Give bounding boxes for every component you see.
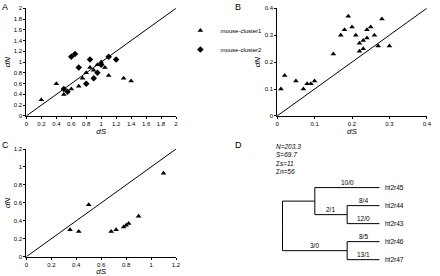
svg-text:ht2r47: ht2r47 bbox=[385, 256, 404, 263]
svg-text:A: A bbox=[2, 2, 8, 12]
svg-text:1: 1 bbox=[149, 262, 153, 268]
svg-text:0.3: 0.3 bbox=[265, 32, 274, 38]
svg-text:1.6: 1.6 bbox=[14, 27, 23, 33]
svg-text:0.4: 0.4 bbox=[14, 218, 23, 224]
svg-text:0.6: 0.6 bbox=[14, 81, 23, 87]
svg-text:0.2: 0.2 bbox=[37, 121, 46, 127]
svg-text:N=203.3S=69.7Σs=11Σn=56: N=203.3S=69.7Σs=11Σn=56 bbox=[275, 143, 301, 175]
svg-text:3/0: 3/0 bbox=[310, 242, 319, 249]
svg-text:13/1: 13/1 bbox=[357, 251, 370, 258]
svg-text:1.2: 1.2 bbox=[14, 48, 23, 54]
svg-text:0.6: 0.6 bbox=[14, 200, 23, 206]
svg-text:0.2: 0.2 bbox=[265, 59, 274, 65]
svg-text:0: 0 bbox=[19, 113, 23, 119]
svg-text:1.2: 1.2 bbox=[14, 146, 23, 152]
svg-text:0.2: 0.2 bbox=[348, 121, 357, 127]
svg-text:1.2: 1.2 bbox=[172, 262, 181, 268]
svg-text:1: 1 bbox=[100, 121, 104, 127]
svg-text:mouse-cluster1: mouse-cluster1 bbox=[220, 28, 262, 34]
svg-text:0.2: 0.2 bbox=[47, 262, 56, 268]
svg-text:0: 0 bbox=[276, 121, 280, 127]
svg-text:0: 0 bbox=[25, 262, 29, 268]
svg-text:0.2: 0.2 bbox=[14, 236, 23, 242]
svg-text:1.4: 1.4 bbox=[127, 121, 136, 127]
svg-text:0.8: 0.8 bbox=[82, 121, 91, 127]
svg-text:ht2r46: ht2r46 bbox=[385, 238, 404, 245]
svg-text:mouse-cluster2: mouse-cluster2 bbox=[220, 47, 262, 53]
svg-text:1.8: 1.8 bbox=[157, 121, 166, 127]
svg-text:ht2r45: ht2r45 bbox=[385, 184, 404, 191]
svg-text:1.4: 1.4 bbox=[14, 38, 23, 44]
svg-text:0.4: 0.4 bbox=[265, 5, 274, 11]
svg-text:dN: dN bbox=[253, 57, 262, 67]
svg-text:0.6: 0.6 bbox=[97, 262, 106, 268]
svg-text:0.4: 0.4 bbox=[423, 121, 432, 127]
svg-text:2/1: 2/1 bbox=[326, 206, 335, 213]
svg-text:0.4: 0.4 bbox=[52, 121, 61, 127]
svg-text:0.2: 0.2 bbox=[14, 102, 23, 108]
svg-text:0.8: 0.8 bbox=[122, 262, 131, 268]
svg-text:dS: dS bbox=[96, 267, 106, 276]
svg-text:1: 1 bbox=[19, 59, 23, 65]
svg-text:0.1: 0.1 bbox=[265, 86, 274, 92]
svg-text:dN: dN bbox=[3, 57, 12, 67]
svg-text:0: 0 bbox=[19, 254, 23, 260]
svg-text:8/5: 8/5 bbox=[359, 233, 368, 240]
svg-text:dS: dS bbox=[347, 127, 357, 136]
svg-text:8/4: 8/4 bbox=[359, 197, 368, 204]
svg-text:0.3: 0.3 bbox=[385, 121, 394, 127]
svg-text:C: C bbox=[2, 140, 9, 150]
svg-text:0.4: 0.4 bbox=[72, 262, 81, 268]
svg-text:0.6: 0.6 bbox=[67, 121, 76, 127]
svg-text:1: 1 bbox=[19, 164, 23, 170]
svg-text:ht2r43: ht2r43 bbox=[385, 220, 404, 227]
svg-text:B: B bbox=[235, 2, 241, 12]
svg-text:D: D bbox=[235, 140, 242, 150]
svg-text:0: 0 bbox=[25, 121, 29, 127]
svg-text:0.4: 0.4 bbox=[14, 91, 23, 97]
svg-text:0: 0 bbox=[270, 113, 274, 119]
svg-text:ht2r44: ht2r44 bbox=[385, 202, 404, 209]
svg-text:0.1: 0.1 bbox=[310, 121, 319, 127]
svg-text:dS: dS bbox=[96, 127, 106, 136]
svg-text:0.8: 0.8 bbox=[14, 182, 23, 188]
svg-text:1.8: 1.8 bbox=[14, 16, 23, 22]
svg-text:2: 2 bbox=[174, 121, 178, 127]
svg-text:10/0: 10/0 bbox=[341, 179, 354, 186]
svg-text:1.6: 1.6 bbox=[142, 121, 151, 127]
svg-text:0.8: 0.8 bbox=[14, 70, 23, 76]
svg-text:12/0: 12/0 bbox=[357, 215, 370, 222]
svg-text:1.2: 1.2 bbox=[112, 121, 121, 127]
svg-text:2: 2 bbox=[19, 5, 23, 11]
svg-text:dN: dN bbox=[3, 198, 12, 208]
